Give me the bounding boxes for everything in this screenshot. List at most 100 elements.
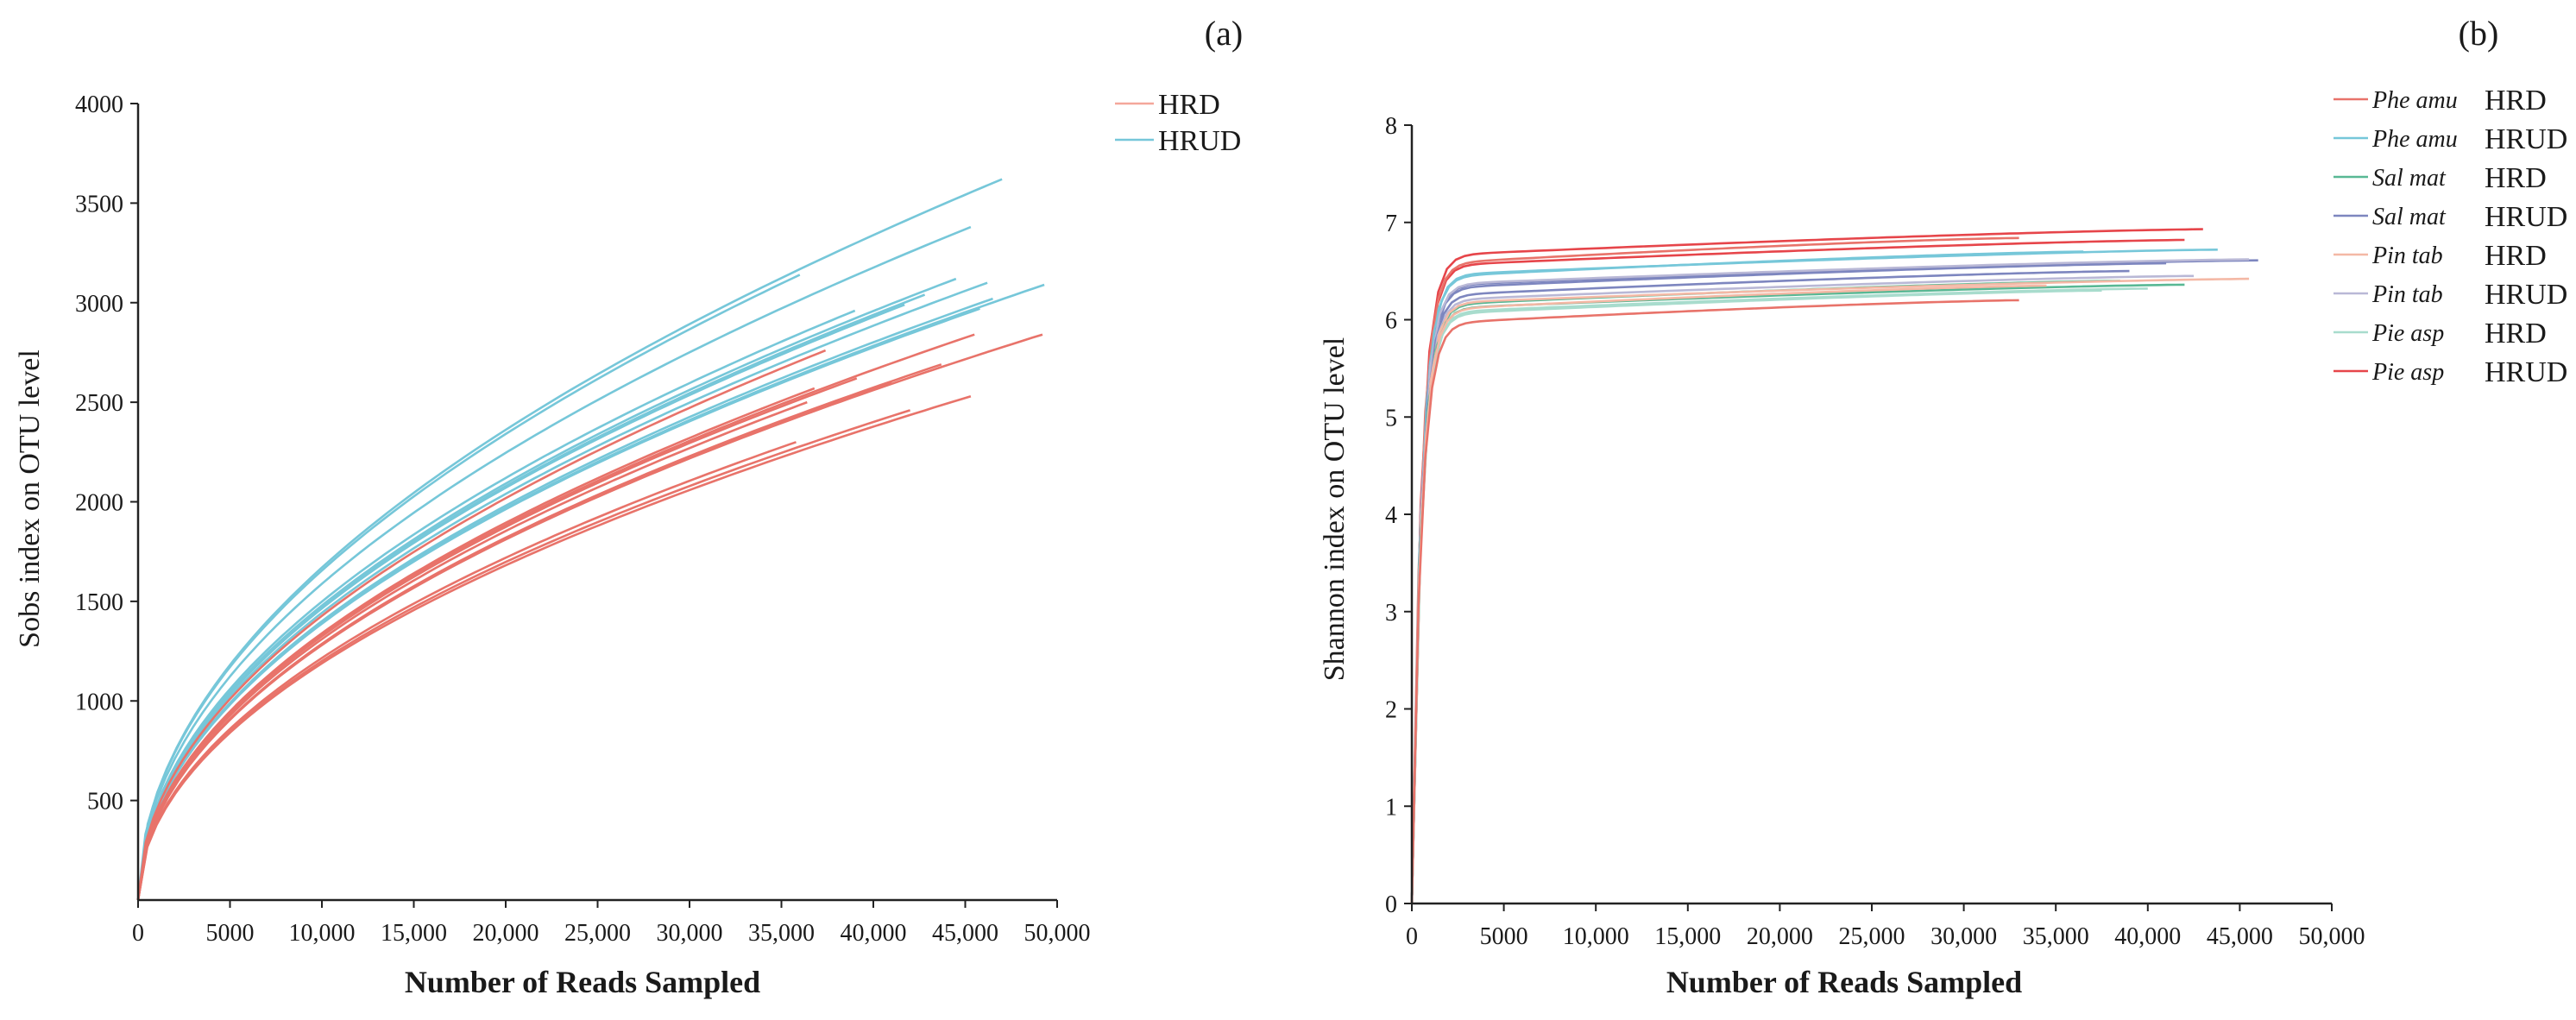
series-line <box>136 394 972 901</box>
series-line <box>136 303 905 901</box>
series-line <box>136 297 993 901</box>
series-line <box>1410 287 2148 904</box>
y-tick-label: 1 <box>1385 794 1397 821</box>
series-line <box>1410 274 2195 904</box>
panel-b-x-ticks: 0 5000 10,000 15,000 20,000 25,000 30,000 35,00… <box>1406 904 2365 950</box>
legend-group: HRUD <box>2485 356 2567 388</box>
series-line <box>1410 238 2185 904</box>
y-tick-label: 3500 <box>75 191 123 217</box>
series-line <box>136 441 797 901</box>
panel-b-y-ticks: 0 1 2 3 4 5 6 7 8 <box>1385 113 1412 918</box>
legend-species: Phe amu <box>2371 126 2458 153</box>
series-line <box>1410 284 2047 904</box>
x-tick-label: 45,000 <box>932 920 998 947</box>
legend-group: HRD <box>2485 85 2547 116</box>
panel-b-legend: Phe amu HRD Phe amu HRUD Sal mat HRD Sal mat HR… <box>2334 85 2567 388</box>
series-line <box>136 313 878 901</box>
legend-species: Pie asp <box>2371 320 2444 347</box>
legend-group: HRUD <box>2485 279 2567 311</box>
y-tick-label: 1000 <box>75 689 123 715</box>
legend-species: Pie asp <box>2371 359 2444 386</box>
x-tick-label: 40,000 <box>2114 923 2181 950</box>
panel-a-y-ticks: 500 1000 1500 2000 2500 3000 3500 4000 <box>75 91 138 815</box>
series-line <box>1410 269 2130 904</box>
legend-label: HRUD <box>1158 125 1241 157</box>
series-line <box>1410 261 2167 904</box>
legend-species: Pin tab <box>2371 242 2443 269</box>
x-tick-label: 45,000 <box>2207 923 2273 950</box>
legend-group: HRD <box>2485 318 2547 349</box>
series-line <box>136 377 858 901</box>
series-line <box>1410 277 2250 904</box>
x-tick-label: 30,000 <box>657 920 723 947</box>
series-line <box>1410 228 2203 904</box>
x-tick-label: 15,000 <box>381 920 447 947</box>
x-tick-label: 50,000 <box>1024 920 1091 947</box>
x-tick-label: 20,000 <box>473 920 539 947</box>
series-line <box>136 333 975 901</box>
x-tick-label: 30,000 <box>1930 923 1997 950</box>
panel-b-plot-lines <box>1410 228 2258 904</box>
y-tick-label: 3 <box>1385 600 1397 626</box>
y-tick-label: 1500 <box>75 589 123 616</box>
y-tick-label: 2000 <box>75 490 123 517</box>
x-tick-label: 35,000 <box>748 920 815 947</box>
x-tick-label: 25,000 <box>564 920 631 947</box>
x-tick-label: 20,000 <box>1747 923 1813 950</box>
x-tick-label: 40,000 <box>841 920 907 947</box>
series-line <box>136 225 972 901</box>
legend-species: Pin tab <box>2371 281 2443 308</box>
series-line <box>136 277 957 901</box>
series-line <box>136 178 1003 901</box>
y-tick-label: 4000 <box>75 91 123 118</box>
x-tick-label: 10,000 <box>1563 923 1629 950</box>
series-line <box>1410 258 2250 904</box>
series-line <box>136 409 910 901</box>
series-line <box>136 307 980 901</box>
panel-a-plot-lines <box>136 178 1045 901</box>
y-tick-label: 3000 <box>75 291 123 318</box>
legend-species: Sal mat <box>2372 204 2447 230</box>
x-tick-label: 15,000 <box>1654 923 1721 950</box>
panel-b-shannon-chart: 0 5000 10,000 15,000 20,000 25,000 30,000 35,00… <box>1319 14 2567 999</box>
panel-a-legend: HRD HRUD <box>1115 89 1241 157</box>
x-tick-label: 25,000 <box>1839 923 1905 950</box>
x-tick-label: 5000 <box>1480 923 1528 950</box>
y-tick-label: 2500 <box>75 390 123 417</box>
series-line <box>136 387 816 901</box>
x-tick-label: 0 <box>1406 923 1418 950</box>
series-line <box>1410 250 2084 904</box>
x-tick-label: 50,000 <box>2299 923 2365 950</box>
panel-a-label: (a) <box>1205 14 1243 53</box>
panel-a-x-ticks: 0 5000 10,000 15,000 20,000 25,000 30,000 35,00… <box>132 900 1091 947</box>
y-tick-label: 500 <box>87 789 123 815</box>
panel-a-y-axis-title: Sobs index on OTU level <box>14 349 46 648</box>
series-line <box>136 400 808 901</box>
series-line <box>136 309 856 901</box>
series-line <box>1410 299 2019 904</box>
panel-b-y-axis-title: Shannon index on OTU level <box>1319 337 1351 682</box>
series-line <box>136 349 827 901</box>
y-tick-label: 7 <box>1385 211 1397 237</box>
series-line <box>1410 236 2019 904</box>
legend-species: Phe amu <box>2371 87 2458 114</box>
series-line <box>1410 289 2102 904</box>
x-tick-label: 5000 <box>206 920 255 947</box>
y-tick-label: 6 <box>1385 308 1397 335</box>
series-line <box>136 293 926 901</box>
series-line <box>136 381 892 901</box>
series-line <box>1410 249 2218 904</box>
panel-a-x-axis-title: Number of Reads Sampled <box>405 965 760 999</box>
y-tick-label: 8 <box>1385 113 1397 140</box>
legend-group: HRD <box>2485 162 2547 194</box>
panel-a-sobs-chart: 0 5000 10,000 15,000 20,000 25,000 30,000 35,00… <box>14 14 1243 999</box>
series-line <box>1410 280 2120 904</box>
y-tick-label: 4 <box>1385 502 1397 529</box>
panel-b-label: (b) <box>2459 14 2499 53</box>
legend-group: HRD <box>2485 240 2547 272</box>
legend-group: HRUD <box>2485 123 2567 155</box>
x-tick-label: 10,000 <box>289 920 356 947</box>
series-line <box>136 274 801 901</box>
series-line <box>1410 283 2185 904</box>
